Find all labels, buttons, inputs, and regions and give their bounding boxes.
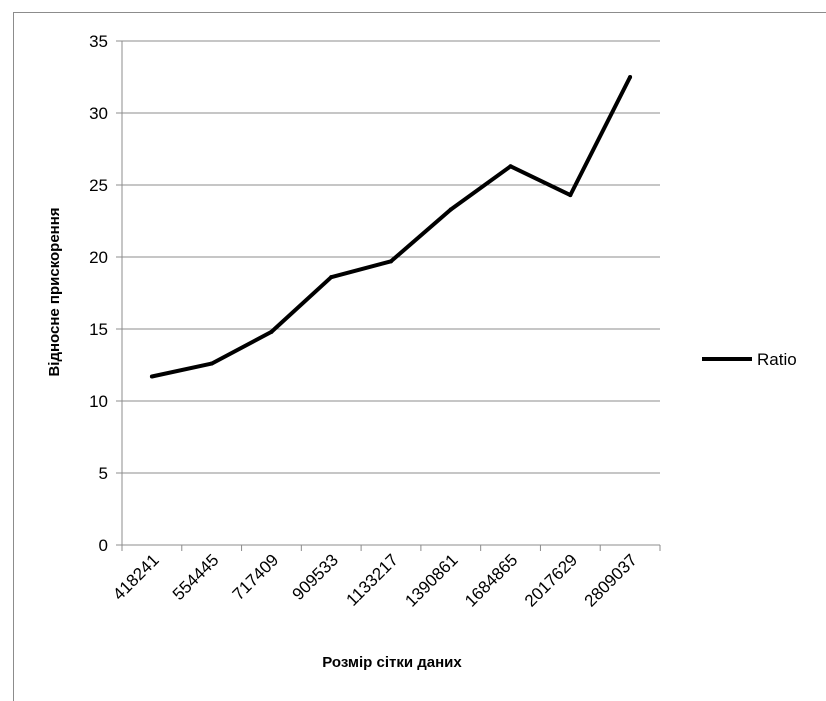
data-point [269, 329, 274, 334]
y-tick-label: 20 [89, 248, 108, 267]
x-tick-labels: 418241 554445 717409 909533 1133217 1390861 16… [109, 550, 641, 610]
x-tick-label: 717409 [229, 550, 283, 604]
data-point [209, 361, 214, 366]
x-axis-title: Розмір сітки даних [322, 654, 462, 671]
gridlines [122, 40, 660, 474]
data-point [389, 259, 393, 264]
data-point [149, 374, 154, 379]
y-tick-label: 10 [89, 392, 108, 411]
x-tick-label: 2017629 [521, 550, 581, 610]
y-tick-label: 25 [89, 176, 108, 195]
y-tick-label: 35 [89, 32, 108, 51]
legend: Ratio [702, 350, 797, 369]
x-tick-label: 909533 [288, 550, 342, 604]
data-point [568, 193, 573, 198]
x-tick-label: 2809037 [581, 550, 641, 610]
axes [116, 40, 661, 551]
x-tick-label: 1684865 [461, 550, 521, 610]
y-tick-labels: 0 5 10 15 20 25 30 35 [89, 32, 108, 555]
series-line-ratio [151, 76, 632, 379]
x-tick-label: 554445 [169, 550, 223, 604]
y-tick-label: 30 [89, 104, 108, 123]
x-tick-label: 1133217 [342, 550, 401, 609]
y-tick-label: 15 [89, 320, 108, 339]
x-tick-label: 1390861 [401, 550, 461, 610]
y-tick-label: 0 [99, 536, 108, 555]
y-axis-title: Відносне прискорення [46, 207, 63, 376]
x-tick-label: 418241 [109, 550, 163, 604]
data-point [329, 275, 334, 280]
chart-frame [13, 12, 826, 701]
data-point [508, 164, 513, 169]
legend-label-ratio: Ratio [757, 350, 797, 369]
y-tick-label: 5 [99, 464, 108, 483]
series-group [149, 75, 633, 379]
data-point [628, 75, 633, 79]
data-point [448, 207, 453, 212]
